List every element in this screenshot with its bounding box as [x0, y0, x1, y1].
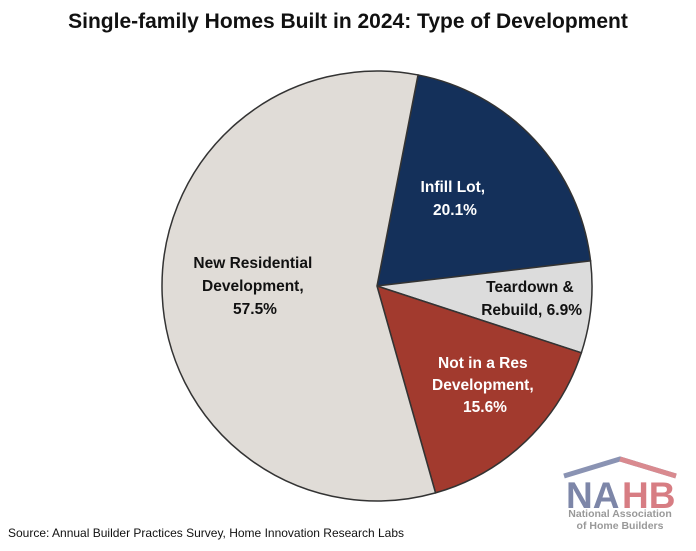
nahb-house-icon: NA HB — [563, 456, 677, 516]
chart-title: Single-family Homes Built in 2024: Type … — [68, 10, 628, 33]
label-new-residential: New Residential Development, 57.5% — [193, 255, 316, 318]
label-teardown: Teardown & Rebuild, 6.9% — [481, 279, 582, 319]
logo-line1: National Association — [568, 508, 672, 520]
label-infill: Infill Lot, 20.1% — [421, 179, 490, 219]
slice-not-in-res — [375, 284, 583, 494]
svg-text:HB: HB — [622, 475, 675, 511]
logo-line2: of Home Builders — [576, 520, 664, 532]
nahb-logo: NA HB National Association of Home Builde… — [560, 456, 680, 546]
slice-new-residential — [161, 70, 437, 502]
svg-text:NA: NA — [566, 475, 619, 511]
label-not-in-res: Not in a Res Development, 15.6% — [432, 355, 538, 416]
slice-infill-lot — [376, 74, 592, 287]
source-note: Source: Annual Builder Practices Survey,… — [8, 526, 404, 540]
